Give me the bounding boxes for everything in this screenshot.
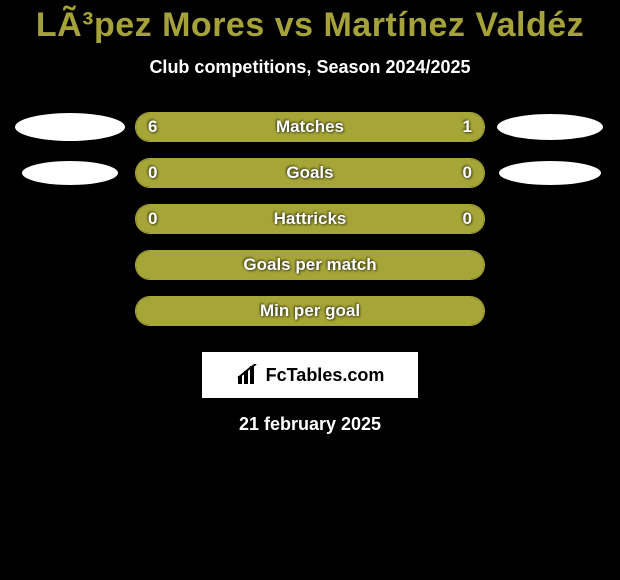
comparison-row: Goals per match [0,242,620,288]
club-oval-left [15,113,125,141]
stat-chip: 0Goals0 [135,158,485,188]
brand-text: FcTables.com [266,365,385,386]
comparison-row: 0Goals0 [0,150,620,196]
stat-label: Matches [136,117,484,137]
stat-chip: 0Hattricks0 [135,204,485,234]
stat-chip: Goals per match [135,250,485,280]
page-title: LÃ³pez Mores vs Martínez Valdéz [0,0,620,45]
brand-box[interactable]: FcTables.com [202,352,418,398]
stat-value-right: 0 [463,163,472,183]
bar-chart-icon [236,364,260,386]
side-left [5,161,135,185]
comparison-block: 6Matches10Goals00Hattricks0Goals per mat… [0,104,620,334]
stat-label: Goals [136,163,484,183]
stat-value-right: 1 [463,117,472,137]
footer-date: 21 february 2025 [0,414,620,435]
club-oval-left [22,161,118,185]
stat-label: Hattricks [136,209,484,229]
stat-label: Goals per match [136,255,484,275]
comparison-row: 6Matches1 [0,104,620,150]
stat-label: Min per goal [136,301,484,321]
comparison-row: 0Hattricks0 [0,196,620,242]
side-right [485,114,615,140]
side-right [485,161,615,185]
stat-chip: 6Matches1 [135,112,485,142]
page-subtitle: Club competitions, Season 2024/2025 [0,57,620,78]
page-root: LÃ³pez Mores vs Martínez Valdéz Club com… [0,0,620,580]
stat-chip: Min per goal [135,296,485,326]
club-oval-right [499,161,601,185]
stat-value-right: 0 [463,209,472,229]
club-oval-right [497,114,603,140]
comparison-row: Min per goal [0,288,620,334]
side-left [5,113,135,141]
